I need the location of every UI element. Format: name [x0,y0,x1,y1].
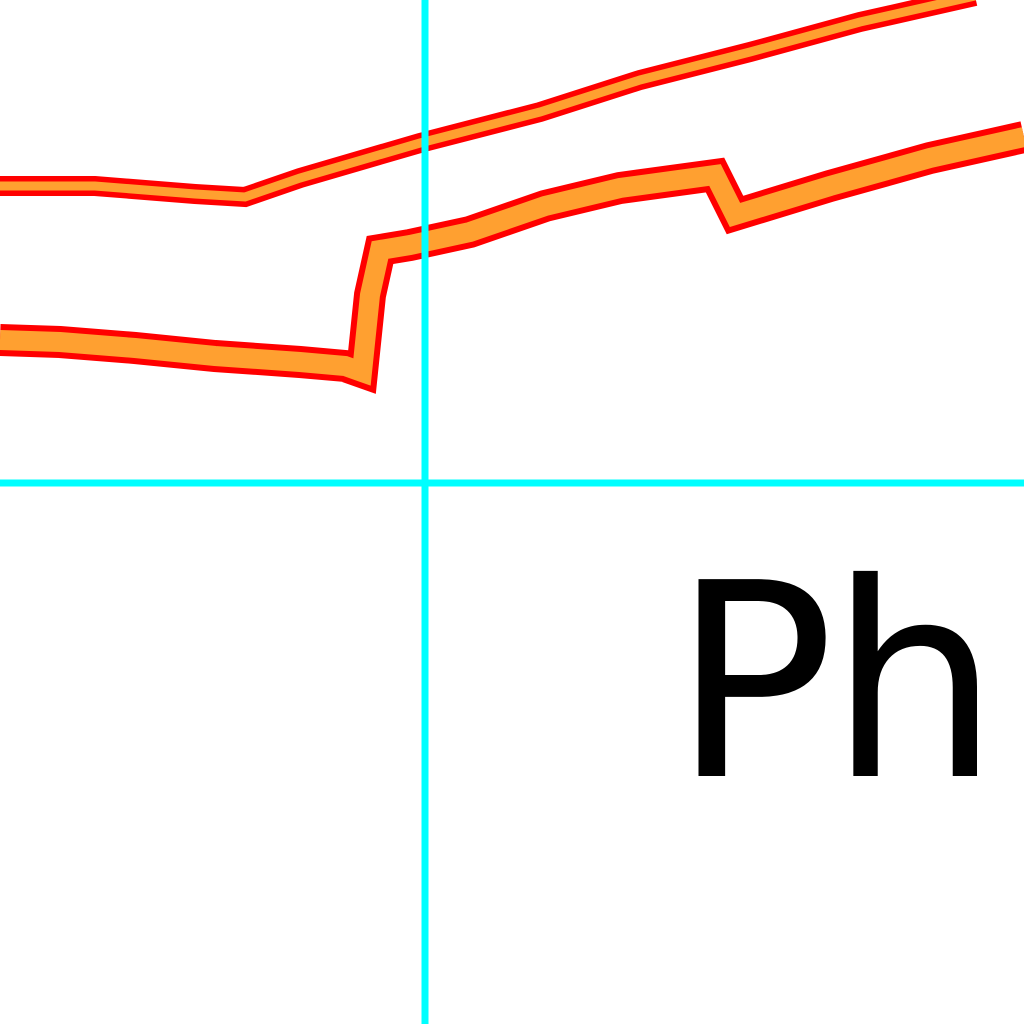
place-label: Ph [672,525,1000,840]
road-upper-fill [0,0,976,202]
road-lower-fill [0,127,1024,386]
